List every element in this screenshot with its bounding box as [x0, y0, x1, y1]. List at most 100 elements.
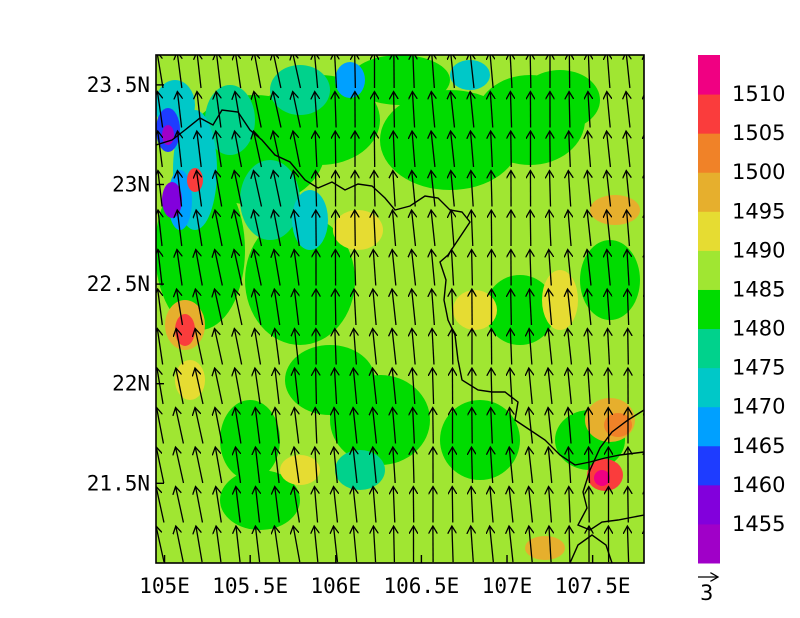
- wind-vector-arrow: [647, 447, 648, 483]
- wind-vector-arrow: [156, 447, 165, 484]
- wind-vector-arrow: [373, 329, 377, 365]
- wind-vector-arrow: [215, 210, 223, 247]
- wind-vector-arrow: [393, 487, 395, 523]
- wind-vector-arrow: [176, 526, 184, 563]
- colorbar-level-label: 1510: [732, 82, 785, 106]
- wind-vector-arrow: [412, 92, 414, 128]
- wind-vector-arrow: [354, 289, 356, 326]
- wind-vector-arrow: [568, 447, 570, 484]
- contour-region: [542, 270, 578, 330]
- wind-vector-arrow: [548, 289, 551, 326]
- wind-vector-arrow: [254, 55, 262, 89]
- wind-vector-arrow: [608, 368, 609, 405]
- x-tick-label: 105E: [139, 574, 190, 598]
- wind-vector-arrow: [196, 526, 203, 563]
- wind-vector-arrow: [314, 487, 317, 523]
- wind-vector-arrow: [216, 55, 220, 89]
- wind-vector-arrow: [510, 329, 511, 365]
- wind-vector-arrow: [315, 92, 318, 128]
- wind-vector-arrow: [470, 131, 473, 168]
- wind-vector-arrow: [234, 250, 243, 286]
- y-tick-label: 22N: [112, 372, 150, 396]
- wind-vector-arrow: [607, 55, 610, 89]
- wind-vector-arrow: [373, 408, 377, 444]
- reference-vector: 3: [698, 577, 718, 605]
- wind-vector-arrow: [490, 487, 493, 523]
- wind-vector-arrow: [529, 447, 533, 484]
- wind-vector-arrow: [412, 171, 416, 207]
- colorbar-level-label: 1505: [732, 121, 785, 145]
- wind-vector-arrow: [195, 408, 204, 444]
- wind-vector-arrow: [156, 408, 165, 444]
- wind-vector-arrow: [354, 329, 357, 365]
- wind-vector-arrow: [315, 447, 317, 484]
- wind-vector-arrow: [215, 329, 224, 365]
- wind-vector-arrow: [197, 131, 201, 168]
- colorbar-level-label: 1455: [732, 512, 785, 536]
- wind-vector-arrow: [274, 526, 281, 563]
- wind-vector-arrow: [353, 487, 357, 523]
- wind-vector-arrow: [431, 92, 434, 128]
- wind-vector-arrow: [294, 487, 301, 523]
- wind-vector-arrow: [451, 250, 453, 286]
- wind-vector-arrow: [490, 526, 494, 563]
- wind-vector-arrow: [235, 447, 242, 484]
- wind-vector-arrow: [433, 408, 434, 444]
- plot-frame: [155, 54, 645, 564]
- wind-vector-arrow: [177, 131, 181, 168]
- wind-vector-arrow: [216, 131, 222, 168]
- wind-vector-arrow: [334, 526, 338, 563]
- wind-vector-arrow: [254, 210, 263, 247]
- wind-vector-arrow: [273, 92, 282, 128]
- wind-vector-arrow: [334, 408, 337, 444]
- wind-vector-arrow: [196, 210, 203, 247]
- wind-vector-arrow: [176, 368, 184, 405]
- wind-vector-arrow: [197, 55, 201, 89]
- wind-vector-arrow: [234, 329, 243, 365]
- wind-vector-arrow: [491, 171, 492, 207]
- colorbar-level-label: 1460: [732, 473, 785, 497]
- wind-vector-arrow: [432, 368, 433, 405]
- wind-vector-arrow: [353, 447, 357, 484]
- wind-vector-arrow: [235, 55, 242, 89]
- wind-vector-arrow: [315, 131, 317, 168]
- wind-vector-arrow: [215, 171, 223, 207]
- wind-vector-arrow: [158, 171, 162, 207]
- wind-vector-arrow: [451, 210, 454, 247]
- wind-vector-arrow: [509, 487, 513, 523]
- wind-vector-arrow: [273, 55, 282, 89]
- wind-vector-arrow: [529, 487, 533, 523]
- wind-vector-arrow: [275, 487, 280, 523]
- colorbar-swatch: [698, 484, 720, 525]
- wind-vector-arrow: [177, 55, 182, 89]
- wind-vector-arrow: [587, 210, 591, 247]
- wind-vector-arrow: [568, 368, 572, 405]
- y-tick-label: 23N: [112, 172, 150, 196]
- contour-region: [604, 413, 632, 437]
- wind-vector-arrow: [628, 487, 629, 523]
- wind-vector-arrow: [607, 131, 611, 168]
- wind-vector-arrow: [373, 289, 376, 326]
- wind-vector-arrow: [195, 289, 204, 326]
- contour-region: [335, 450, 385, 490]
- wind-vector-arrow: [627, 250, 629, 286]
- colorbar-swatch: [698, 406, 720, 447]
- wind-vector-arrow: [293, 171, 301, 207]
- wind-vector-arrow: [471, 487, 473, 523]
- wind-vector-arrow: [647, 210, 649, 246]
- wind-vector-arrow: [177, 171, 181, 207]
- wind-vector-arrow: [235, 92, 242, 128]
- wind-vector-arrow: [374, 210, 376, 247]
- colorbar-level-label: 1490: [732, 238, 785, 262]
- wind-vector-arrow: [607, 289, 610, 326]
- wind-vector-arrow: [490, 447, 492, 484]
- wind-vector-arrow: [549, 171, 550, 207]
- wind-vector-arrow: [529, 408, 533, 444]
- wind-vector-arrow: [275, 329, 280, 365]
- colorbar-level-label: 1485: [732, 277, 785, 301]
- wind-vector-arrow: [470, 92, 474, 128]
- wind-vector-arrow: [432, 55, 435, 89]
- wind-vector-arrow: [177, 289, 184, 326]
- x-tick-label: 107.5E: [555, 574, 631, 598]
- wind-vector-arrow: [491, 408, 493, 444]
